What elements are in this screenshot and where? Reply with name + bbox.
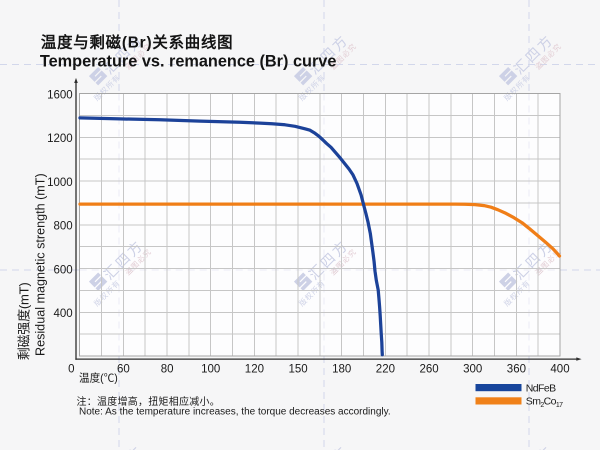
svg-text:260: 260 xyxy=(420,364,439,376)
svg-text:100: 100 xyxy=(201,364,220,376)
svg-text:600: 600 xyxy=(54,264,73,276)
svg-text:NdFeB: NdFeB xyxy=(526,382,556,394)
svg-text:0: 0 xyxy=(68,364,74,376)
svg-text:220: 220 xyxy=(376,364,395,376)
svg-text:400: 400 xyxy=(550,364,569,376)
svg-text:400: 400 xyxy=(54,308,73,320)
svg-text:Residual magnetic strength (mT: Residual magnetic strength (mT) xyxy=(34,173,48,356)
svg-text:150: 150 xyxy=(289,364,308,376)
svg-text:800: 800 xyxy=(54,221,73,233)
svg-text:360: 360 xyxy=(507,364,526,376)
svg-text:注：温度增高，扭矩相应减小。: 注：温度增高，扭矩相应减小。 xyxy=(77,395,221,408)
svg-text:80: 80 xyxy=(161,364,174,376)
svg-text:1000: 1000 xyxy=(47,177,73,189)
svg-text:剩磁强度(mT): 剩磁强度(mT) xyxy=(17,282,32,360)
svg-text:Sm2Co17: Sm2Co17 xyxy=(526,396,563,409)
svg-text:120: 120 xyxy=(245,364,264,376)
svg-text:300: 300 xyxy=(463,364,482,376)
svg-text:温度(℃): 温度(℃) xyxy=(79,372,118,385)
svg-text:1600: 1600 xyxy=(47,89,73,101)
svg-text:Temperature vs. remanence (Br): Temperature vs. remanence (Br) curve xyxy=(40,53,337,71)
svg-text:60: 60 xyxy=(117,364,130,376)
svg-text:1200: 1200 xyxy=(47,133,73,145)
svg-text:温度与剩磁(Br)关系曲线图: 温度与剩磁(Br)关系曲线图 xyxy=(41,33,233,52)
svg-text:180: 180 xyxy=(332,364,351,376)
svg-text:Note: As the temperature incre: Note: As the temperature increases, the … xyxy=(79,407,391,418)
